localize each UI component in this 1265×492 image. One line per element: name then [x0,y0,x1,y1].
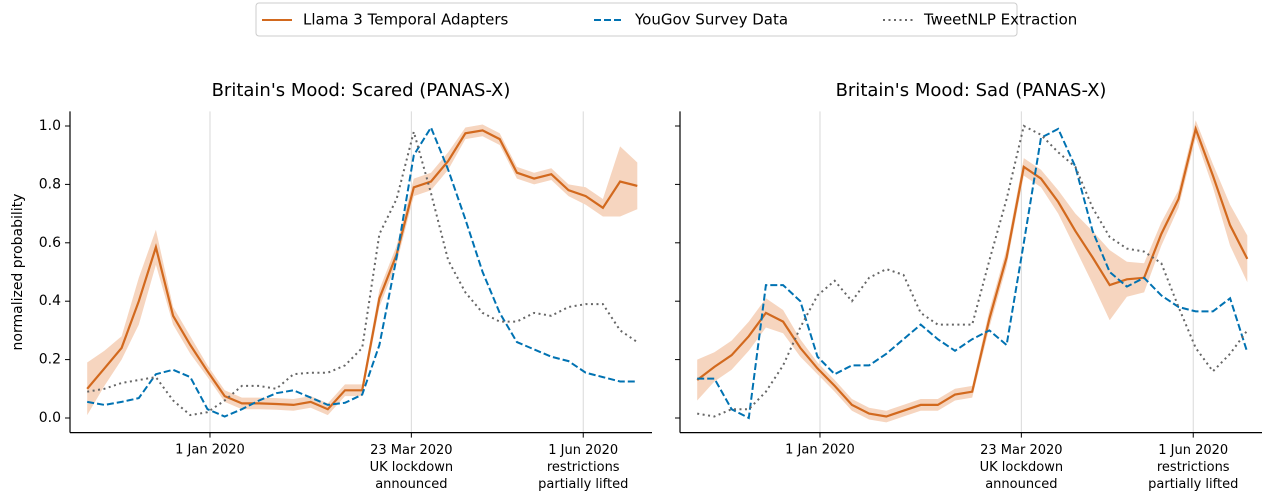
x-tick-label: 1 Jun 2020 restrictions partially lifted [1148,443,1238,492]
chart-title: Britain's Mood: Sad (PANAS-X) [836,80,1107,101]
y-tick-label: 0.6 [39,235,61,251]
series-line [697,127,1249,420]
confidence-band [697,120,1248,423]
legend-box [255,2,1018,37]
y-tick-label: 0.8 [39,176,61,192]
series-line [87,125,638,418]
legend: Llama 3 Temporal Adapters YouGov Survey D… [262,11,1077,29]
y-tick-label: 0.2 [39,352,61,368]
y-axis-label: normalized probability [10,194,26,351]
legend-label: Llama 3 Temporal Adapters [303,11,509,29]
x-tick-label: 1 Jun 2020 restrictions partially lifted [538,443,628,492]
y-tick-label: 0.0 [39,410,61,426]
x-tick-label: 1 Jan 2020 [785,443,855,458]
series-line [86,129,638,411]
series-line [696,125,1249,418]
x-tick-label: 23 Mar 2020 UK lockdown announced [980,443,1064,492]
series-line [697,124,1249,418]
x-tick-label: 1 Jan 2020 [175,443,245,458]
legend-label: TweetNLP Extraction [923,11,1077,29]
legend-label: YouGov Survey Data [634,11,788,29]
y-tick-label: 1.0 [39,118,61,134]
series-line [87,127,638,417]
chart-title: Britain's Mood: Scared (PANAS-X) [212,80,511,101]
y-tick-label: 0.4 [39,293,61,309]
x-tick-label: 23 Mar 2020 UK lockdown announced [370,443,454,492]
